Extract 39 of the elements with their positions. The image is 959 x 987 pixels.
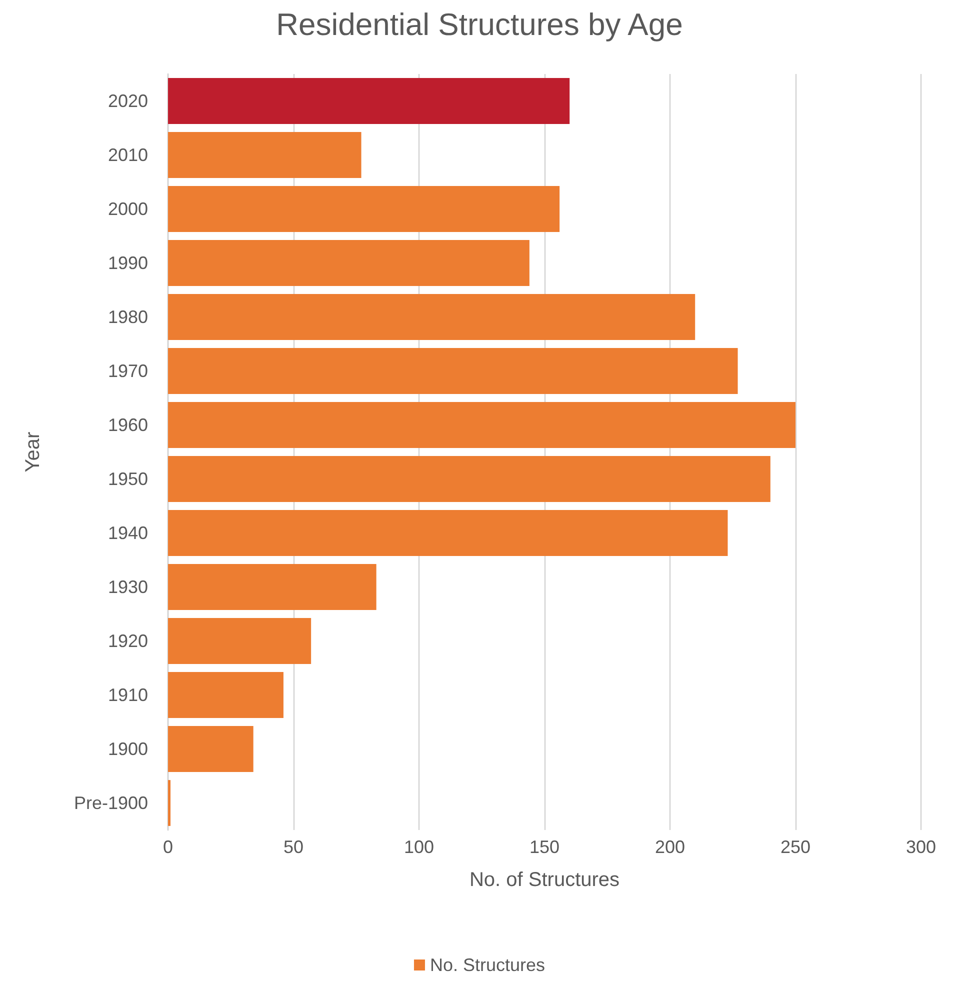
chart-title: Residential Structures by Age <box>276 7 683 42</box>
y-tick-label: 1910 <box>108 685 148 705</box>
y-tick-label: 1920 <box>108 631 148 651</box>
x-axis-title: No. of Structures <box>469 869 620 891</box>
y-tick-label: 1950 <box>108 469 148 489</box>
bar <box>168 564 376 610</box>
bar <box>168 294 696 340</box>
x-tick-label: 0 <box>162 837 174 857</box>
x-tick-label: 100 <box>404 837 434 857</box>
bar <box>168 726 254 772</box>
y-tick-label: 2000 <box>108 199 148 219</box>
bar <box>168 780 171 826</box>
legend-label: No. Structures <box>430 955 546 975</box>
y-tick-label: 1990 <box>108 253 148 273</box>
bar <box>168 618 312 664</box>
y-tick-label: Pre-1900 <box>74 793 148 813</box>
y-tick-label: 1970 <box>108 361 148 381</box>
y-tick-label: 1940 <box>108 523 148 543</box>
bar <box>168 348 738 394</box>
y-tick-label: 2020 <box>108 91 148 111</box>
x-tick-label: 50 <box>283 837 304 857</box>
bar <box>168 186 560 232</box>
y-axis-title: Year <box>22 431 44 472</box>
bar <box>168 402 796 448</box>
x-tick-label: 150 <box>529 837 560 857</box>
x-tick-label: 250 <box>780 837 811 857</box>
y-tick-label: 1900 <box>108 739 148 759</box>
y-tick-label: 1930 <box>108 577 148 597</box>
y-tick-label: 1960 <box>108 415 148 435</box>
y-tick-label: 1980 <box>108 307 148 327</box>
bar <box>168 132 362 178</box>
x-tick-label: 300 <box>906 837 936 857</box>
bar <box>168 456 770 502</box>
bar <box>168 672 284 718</box>
x-tick-label: 200 <box>654 837 686 857</box>
bar <box>168 78 570 124</box>
bar <box>168 240 530 286</box>
y-tick-label: 2010 <box>108 145 148 165</box>
bar <box>168 510 728 556</box>
